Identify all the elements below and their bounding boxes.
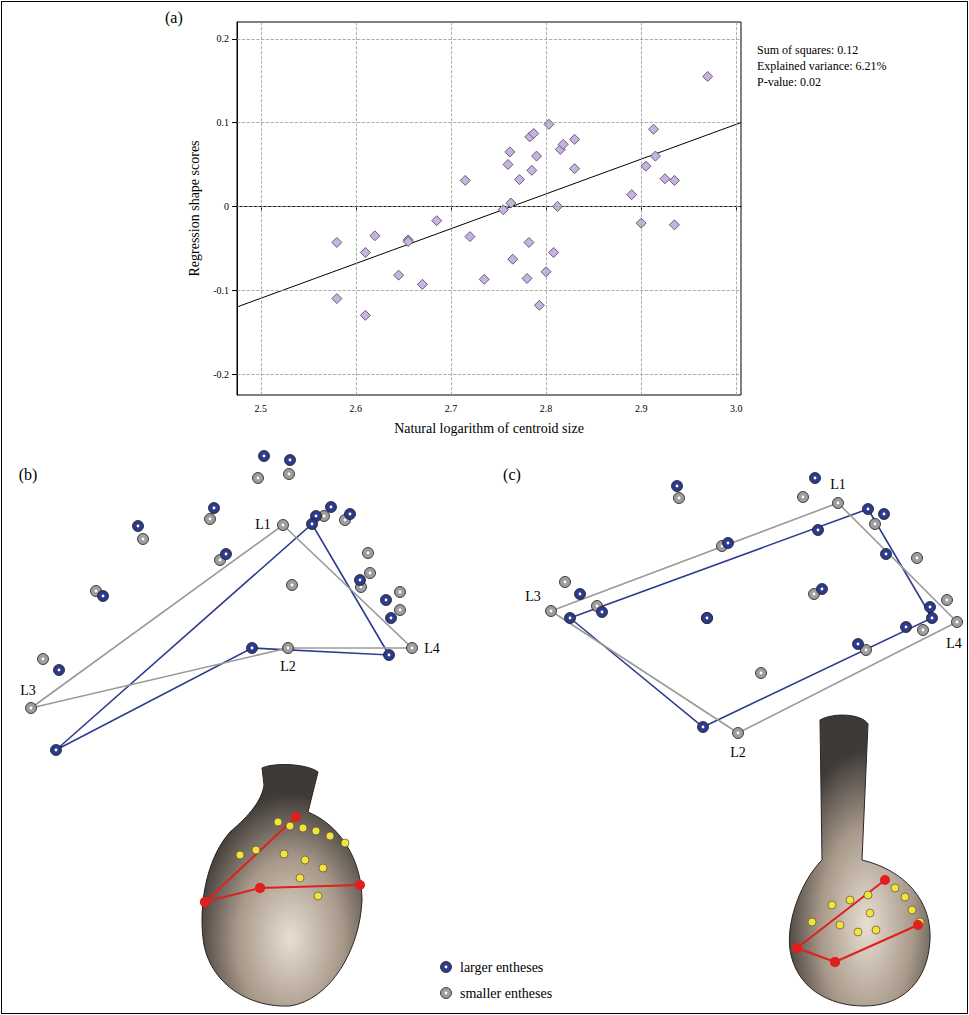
svg-text:smaller entheses: smaller entheses	[460, 986, 552, 1001]
svg-text:larger entheses: larger entheses	[460, 960, 543, 975]
svg-text:L1: L1	[830, 477, 846, 492]
svg-text:(b): (b)	[19, 466, 38, 484]
svg-text:(a): (a)	[165, 9, 183, 27]
svg-text:L2: L2	[730, 745, 746, 760]
svg-text:2.8: 2.8	[540, 403, 553, 414]
svg-text:L2: L2	[280, 659, 296, 674]
svg-text:L3: L3	[20, 683, 36, 698]
svg-text:-0.2: -0.2	[213, 369, 229, 380]
svg-text:L4: L4	[424, 641, 440, 656]
svg-text:3.0: 3.0	[730, 403, 743, 414]
svg-text:Regression shape scores: Regression shape scores	[187, 140, 202, 276]
svg-text:L1: L1	[255, 517, 271, 532]
svg-text:-0.1: -0.1	[213, 285, 229, 296]
svg-text:L3: L3	[525, 589, 541, 604]
svg-text:Natural logarithm of centroid: Natural logarithm of centroid size	[394, 421, 584, 436]
svg-text:Sum of squares: 0.12: Sum of squares: 0.12	[757, 43, 858, 57]
svg-text:2.9: 2.9	[635, 403, 648, 414]
svg-text:0: 0	[224, 201, 229, 212]
svg-text:0.2: 0.2	[217, 33, 230, 44]
svg-text:2.7: 2.7	[445, 403, 458, 414]
svg-text:2.6: 2.6	[350, 403, 363, 414]
svg-text:0.1: 0.1	[217, 117, 230, 128]
svg-text:2.5: 2.5	[255, 403, 268, 414]
svg-text:Explained variance: 6.21%: Explained variance: 6.21%	[757, 59, 887, 73]
svg-text:(c): (c)	[503, 466, 521, 484]
svg-text:L4: L4	[946, 636, 962, 651]
svg-text:P-value: 0.02: P-value: 0.02	[757, 75, 821, 89]
